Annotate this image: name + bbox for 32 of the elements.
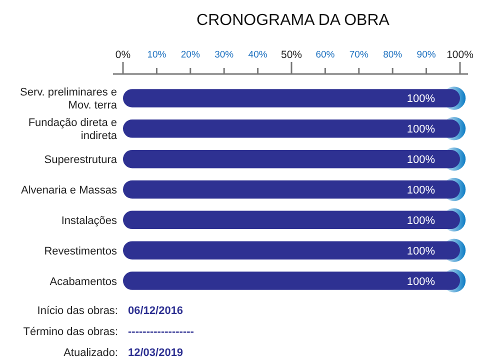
x-tick-label: 90% [416, 50, 436, 60]
text: Término das obras: [23, 326, 118, 338]
data-label: 100% [406, 184, 436, 196]
text: ------------------ [128, 326, 194, 338]
x-tick-label: 60% [316, 50, 336, 60]
x-tick-label: 70% [349, 50, 369, 60]
data-label: 100% [406, 154, 436, 166]
data-label: 100% [406, 214, 436, 227]
data-label: 100% [406, 276, 436, 288]
x-tick-label: 100% [446, 49, 474, 61]
x-tick-label: 40% [248, 50, 268, 60]
x-tick-label: 50% [280, 49, 302, 61]
text: 06/12/2016 [128, 305, 184, 317]
x-tick-label: 0% [115, 49, 131, 61]
data-label: 100% [406, 245, 436, 258]
y-tick-label: Instalações [61, 214, 118, 227]
x-tick-label: 20% [180, 50, 200, 60]
x-tick-label: 80% [383, 50, 403, 60]
y-tick-label: Alvenaria e Massas [21, 184, 118, 196]
text: Início das obras: [37, 305, 118, 317]
chart-title: CRONOGRAMA DA OBRA [196, 12, 390, 29]
y-tick-label: Revestimentos [44, 245, 118, 258]
text: 12/03/2019 [128, 347, 184, 359]
y-tick-label: Serv. preliminares e Mov. terra [20, 86, 118, 112]
x-tick-label: 10% [147, 50, 167, 60]
y-tick-label: Superestrutura [44, 154, 118, 166]
y-tick-label: Acabamentos [50, 276, 118, 288]
text: Atualizado: [64, 347, 118, 359]
data-label: 100% [406, 93, 436, 106]
x-tick-label: 30% [214, 50, 234, 60]
y-tick-label: Fundação direta e indireta [28, 117, 118, 142]
data-label: 100% [406, 124, 436, 136]
